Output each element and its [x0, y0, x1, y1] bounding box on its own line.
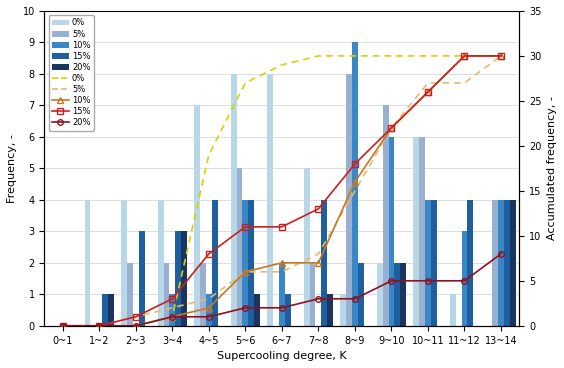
Bar [158, 200, 164, 326]
Y-axis label: Accumulated frequency, -: Accumulated frequency, - [547, 96, 557, 240]
Bar [358, 263, 364, 326]
Bar [139, 231, 144, 326]
Bar [121, 200, 127, 326]
Bar [212, 200, 218, 326]
Bar [200, 263, 206, 326]
Bar [400, 263, 406, 326]
Bar [108, 294, 114, 326]
Bar [340, 294, 346, 326]
Bar [377, 263, 383, 326]
Bar [267, 74, 273, 326]
Bar [346, 74, 352, 326]
Bar [194, 105, 200, 326]
Legend: 0%, 5%, 10%, 15%, 20%, 0%, 5%, 10%, 15%, 20%: 0%, 5%, 10%, 15%, 20%, 0%, 5%, 10%, 15%,… [49, 15, 94, 131]
Bar [383, 105, 389, 326]
Bar [431, 200, 437, 326]
Bar [510, 200, 515, 326]
Bar [248, 200, 254, 326]
Bar [102, 294, 108, 326]
Bar [450, 294, 456, 326]
Bar [389, 137, 394, 326]
Bar [310, 263, 315, 326]
Bar [468, 200, 473, 326]
Bar [169, 294, 175, 326]
Bar [394, 263, 400, 326]
Bar [85, 200, 90, 326]
Bar [285, 294, 290, 326]
Bar [236, 169, 243, 326]
Bar [504, 200, 510, 326]
Bar [498, 200, 504, 326]
Bar [127, 263, 133, 326]
Bar [327, 294, 333, 326]
Bar [206, 294, 212, 326]
Y-axis label: Frequency, -: Frequency, - [7, 134, 17, 203]
Bar [181, 231, 187, 326]
Bar [461, 231, 468, 326]
Bar [413, 137, 419, 326]
Bar [321, 200, 327, 326]
Bar [492, 200, 498, 326]
Bar [243, 200, 248, 326]
X-axis label: Supercooling degree, K: Supercooling degree, K [217, 351, 347, 361]
Bar [254, 294, 260, 326]
Bar [175, 231, 181, 326]
Bar [231, 74, 236, 326]
Bar [425, 200, 431, 326]
Bar [279, 263, 285, 326]
Bar [352, 42, 358, 326]
Bar [304, 169, 310, 326]
Bar [164, 263, 169, 326]
Bar [419, 137, 425, 326]
